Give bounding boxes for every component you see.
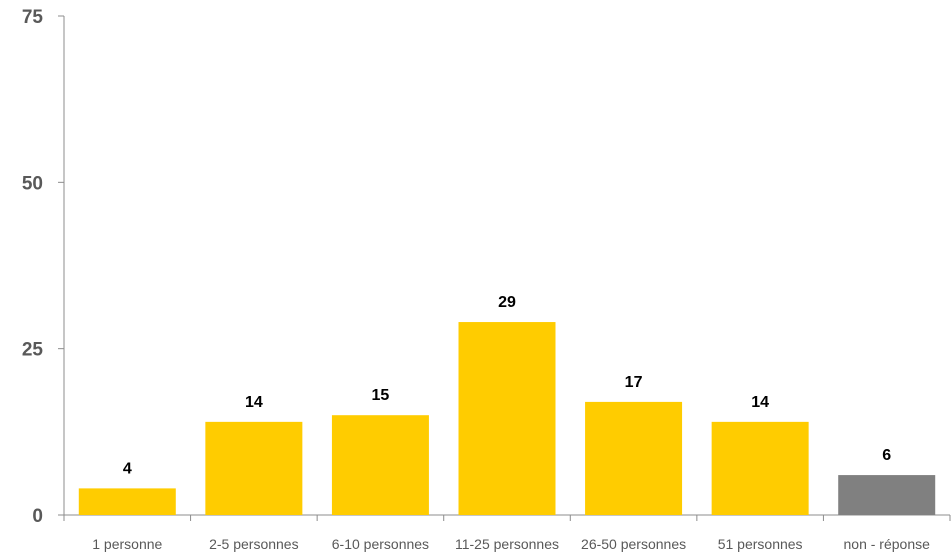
- y-tick-label: 50: [22, 173, 43, 194]
- x-tick-label: 1 personne: [92, 536, 162, 552]
- bars: [78, 322, 936, 515]
- data-label: 15: [372, 387, 390, 404]
- data-label: 6: [882, 447, 891, 464]
- bar: [838, 475, 936, 515]
- x-tick-label: 51 personnes: [718, 536, 803, 552]
- data-label: 4: [123, 460, 132, 477]
- x-tick-label: non - réponse: [844, 536, 931, 552]
- y-tick-label: 0: [32, 506, 43, 527]
- data-label: 14: [245, 394, 263, 411]
- bar: [458, 322, 556, 515]
- bar: [205, 421, 303, 515]
- bar: [78, 488, 176, 515]
- x-tick-label: 6-10 personnes: [332, 536, 429, 552]
- bar: [585, 401, 683, 515]
- x-tick-label: 26-50 personnes: [581, 536, 686, 552]
- x-tick-label: 11-25 personnes: [455, 536, 559, 552]
- data-labels: 4 14 15 29 17 14 6: [123, 294, 891, 477]
- y-axis: 0 25 50 75: [22, 7, 65, 527]
- bar: [331, 415, 429, 515]
- data-label: 29: [498, 294, 516, 311]
- x-axis: 1 personne 2-5 personnes 6-10 personnes 11-…: [63, 514, 951, 552]
- data-label: 14: [751, 394, 769, 411]
- bar: [711, 421, 809, 515]
- data-label: 17: [625, 374, 643, 391]
- x-tick-label: 2-5 personnes: [209, 536, 299, 552]
- y-tick-label: 25: [22, 340, 44, 361]
- y-tick-label: 75: [22, 7, 44, 28]
